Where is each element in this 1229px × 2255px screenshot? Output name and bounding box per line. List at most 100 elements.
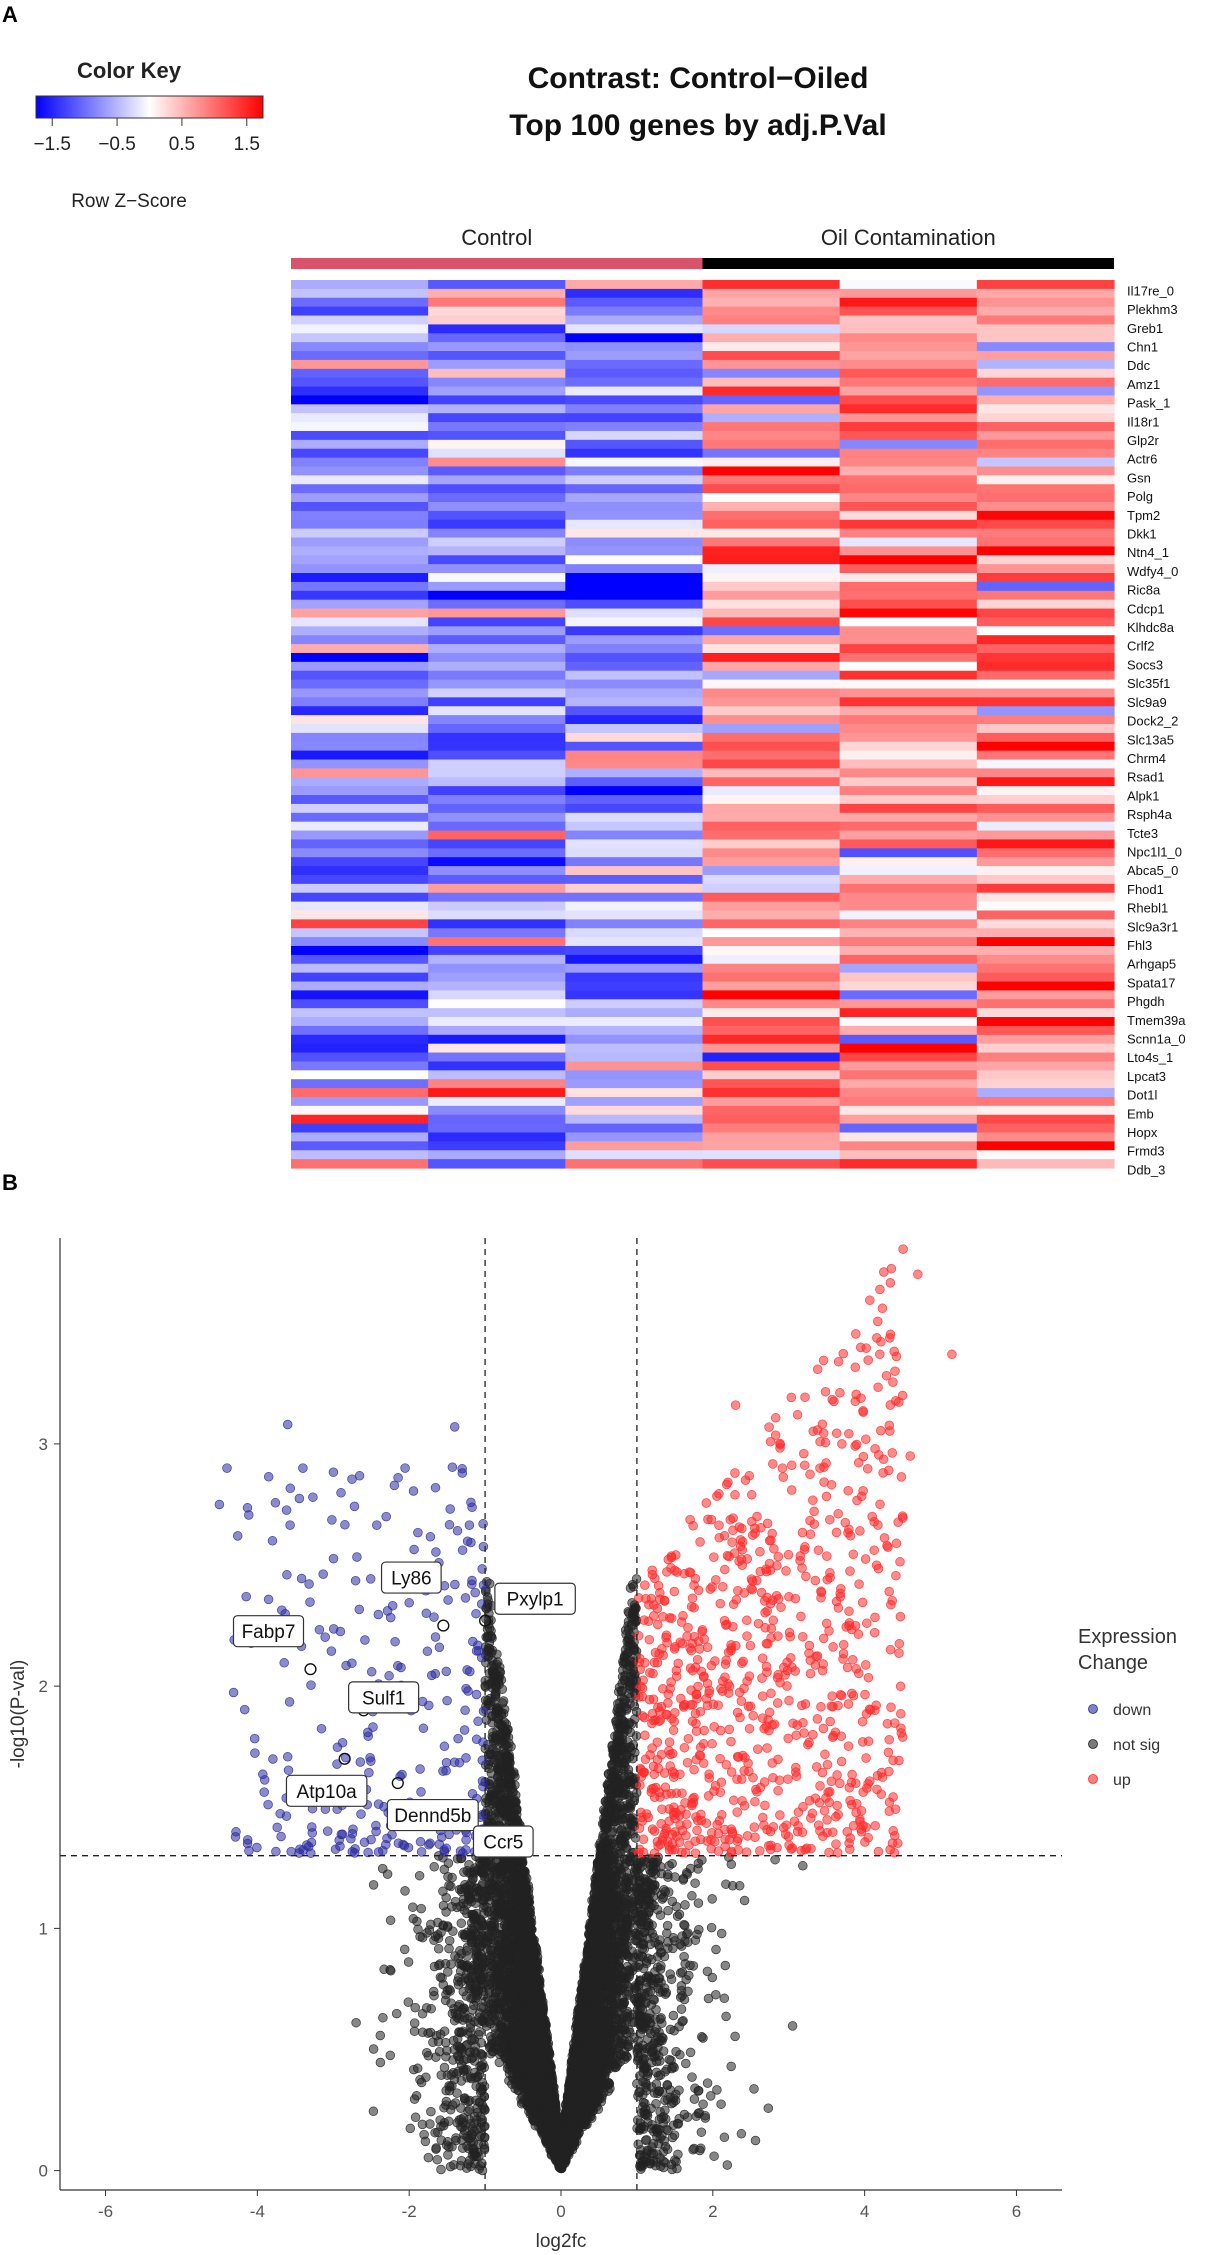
heatmap-cell: [428, 590, 566, 601]
heatmap-cell: [702, 874, 841, 885]
heatmap-cell: [839, 439, 978, 450]
heatmap-cell: [565, 715, 704, 725]
heatmap-cell: [702, 377, 841, 388]
heatmap-cell: [565, 892, 704, 903]
heatmap-cell: [565, 786, 704, 796]
heatmap-cell: [839, 599, 978, 610]
heatmap-cell: [428, 1141, 566, 1151]
heatmap-cell: [428, 519, 566, 530]
heatmap-cell: [839, 475, 978, 485]
heatmap-cell: [702, 333, 841, 343]
heatmap-cell: [839, 581, 978, 592]
heatmap-cell: [565, 981, 704, 991]
heatmap-cell: [839, 1088, 978, 1098]
heatmap-cell: [565, 324, 704, 334]
heatmap-cell: [565, 732, 704, 743]
heatmap-cell: [565, 510, 704, 521]
heatmap-cell: [702, 315, 841, 325]
heatmap-cell: [565, 484, 704, 494]
heatmap-cell: [976, 732, 1115, 743]
heatmap-cell: [839, 839, 978, 849]
gene-label: Klhdc8a: [1127, 620, 1175, 635]
heatmap-cell: [976, 866, 1115, 876]
heatmap-cell: [291, 519, 429, 530]
heatmap-cell: [702, 1105, 841, 1116]
color-key-tick-label: 0.5: [169, 134, 195, 155]
heatmap-cell: [565, 1079, 704, 1089]
heatmap-cell: [839, 635, 978, 645]
heatmap-cell: [565, 946, 704, 956]
heatmap-cell: [565, 1088, 704, 1098]
heatmap-cell: [428, 626, 566, 636]
heatmap-cell: [428, 919, 566, 929]
heatmap-cell: [565, 768, 704, 778]
heatmap-cell: [702, 795, 841, 805]
gene-label: Abca5_0: [1127, 863, 1178, 878]
heatmap-cell: [428, 395, 566, 405]
heatmap-cell: [702, 306, 841, 317]
heatmap-cell: [428, 1088, 566, 1098]
heatmap-cell: [291, 830, 429, 841]
heatmap-cell: [839, 359, 978, 370]
heatmap-cell: [702, 679, 841, 690]
point-not-sig: [693, 1898, 704, 1908]
gene-label: Lpcat3: [1127, 1069, 1166, 1084]
y-tick-label: 3: [39, 1435, 48, 1454]
heatmap-cell: [976, 430, 1115, 441]
heatmap-cell: [428, 546, 566, 556]
heatmap-cell: [565, 857, 704, 867]
heatmap-cell: [565, 1123, 704, 1134]
heatmap-cell: [839, 750, 978, 761]
heatmap-cell: [702, 430, 841, 441]
heatmap-cell: [428, 404, 566, 414]
heatmap-cell: [565, 919, 704, 929]
heatmap-cell: [702, 626, 841, 636]
y-axis-label: -log10(P-val): [8, 1660, 29, 1769]
heatmap-cell: [702, 439, 841, 450]
x-tick-label: 4: [860, 2202, 869, 2221]
gene-label: Scnn1a_0: [1127, 1032, 1186, 1047]
heatmap-cell: [839, 546, 978, 556]
gene-label: Il17re_0: [1127, 283, 1174, 298]
heatmap-cell: [976, 510, 1115, 521]
heatmap-cell: [702, 510, 841, 521]
heatmap-cell: [428, 510, 566, 521]
heatmap-cell: [839, 377, 978, 388]
heatmap-cell: [428, 635, 566, 645]
heatmap-cell: [291, 990, 429, 1000]
gene-label: Slc13a5: [1127, 732, 1174, 747]
heatmap-cell: [839, 333, 978, 343]
heatmap-cell: [702, 395, 841, 405]
heatmap-cell: [976, 830, 1115, 841]
heatmap-cell: [976, 688, 1115, 698]
heatmap-cell: [428, 359, 566, 370]
heatmap-cell: [565, 608, 704, 619]
heatmap-cell: [565, 1043, 704, 1054]
gene-label: Pask_1: [1127, 396, 1170, 411]
heatmap-cell: [565, 1017, 704, 1027]
heatmap-cell: [839, 395, 978, 405]
heatmap-cell: [291, 1079, 429, 1089]
heatmap-cell: [565, 928, 704, 938]
heatmap-cell: [291, 617, 429, 627]
heatmap-cell: [702, 342, 841, 352]
heatmap-cell: [702, 768, 841, 778]
heatmap-cell: [291, 901, 429, 912]
color-key-tick-label: 1.5: [234, 134, 260, 155]
heatmap-cell: [839, 1061, 978, 1071]
heatmap-cell: [428, 928, 566, 938]
point-not-sig: [408, 1902, 418, 1912]
heatmap-cell: [565, 679, 704, 690]
heatmap-cell: [565, 1008, 704, 1018]
point-not-sig: [663, 1905, 673, 1916]
heatmap-cell: [702, 848, 841, 858]
heatmap-cell: [702, 919, 841, 929]
heatmap-cell: [428, 759, 566, 769]
heatmap-cell: [839, 688, 978, 698]
heatmap-cell: [702, 404, 841, 414]
heatmap-cell: [976, 528, 1115, 539]
heatmap-cell: [976, 599, 1115, 610]
heatmap-cell: [976, 750, 1115, 761]
heatmap-grid: [291, 280, 1115, 1169]
heatmap-cell: [702, 475, 841, 485]
